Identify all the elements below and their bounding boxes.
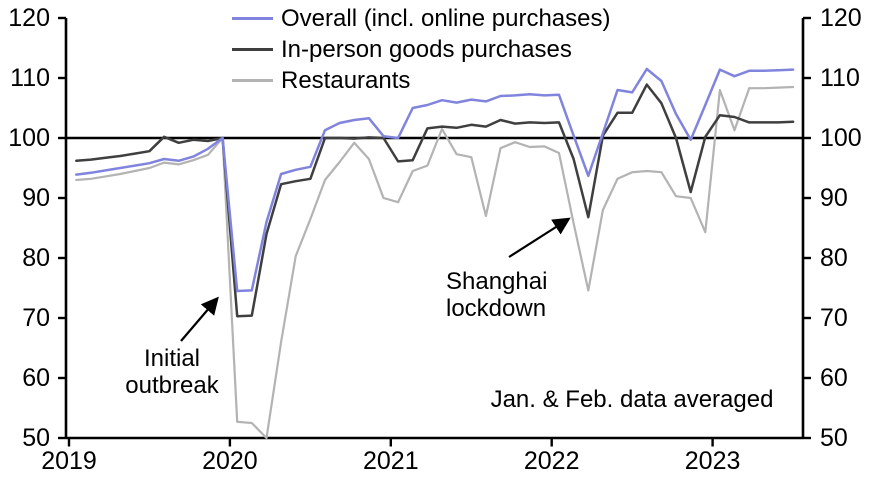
svg-text:60: 60 xyxy=(22,364,50,392)
svg-text:80: 80 xyxy=(820,244,848,272)
legend-label: Restaurants xyxy=(281,66,411,94)
svg-text:70: 70 xyxy=(820,304,848,332)
legend-item: In-person goods purchases xyxy=(232,34,610,65)
svg-text:2022: 2022 xyxy=(524,447,580,475)
legend-item: Restaurants xyxy=(232,65,610,96)
svg-text:80: 80 xyxy=(22,244,50,272)
svg-text:100: 100 xyxy=(8,124,50,152)
svg-text:110: 110 xyxy=(10,64,50,92)
chart-note: Jan. & Feb. data averaged xyxy=(490,386,774,413)
svg-text:70: 70 xyxy=(22,304,50,332)
svg-text:2023: 2023 xyxy=(685,447,741,475)
svg-text:2021: 2021 xyxy=(363,447,419,475)
annotation-shanghai-lockdown: Shanghai lockdown xyxy=(446,268,548,322)
svg-text:90: 90 xyxy=(820,184,848,212)
svg-text:60: 60 xyxy=(820,364,848,392)
legend-swatch xyxy=(232,48,273,51)
annotation-initial-outbreak: Initial outbreak xyxy=(125,345,219,399)
svg-text:50: 50 xyxy=(22,424,50,452)
legend-swatch xyxy=(232,79,273,82)
svg-text:120: 120 xyxy=(820,4,862,32)
legend-swatch xyxy=(232,17,273,20)
svg-text:120: 120 xyxy=(8,4,50,32)
svg-text:50: 50 xyxy=(820,424,848,452)
svg-text:2020: 2020 xyxy=(202,447,258,475)
chart-legend: Overall (incl. online purchases) In-pers… xyxy=(232,3,610,96)
svg-text:2019: 2019 xyxy=(41,447,97,475)
svg-text:90: 90 xyxy=(22,184,50,212)
svg-text:110: 110 xyxy=(820,64,860,92)
svg-text:100: 100 xyxy=(820,124,862,152)
legend-item: Overall (incl. online purchases) xyxy=(232,3,610,34)
legend-label: Overall (incl. online purchases) xyxy=(281,4,611,32)
legend-label: In-person goods purchases xyxy=(281,35,572,63)
